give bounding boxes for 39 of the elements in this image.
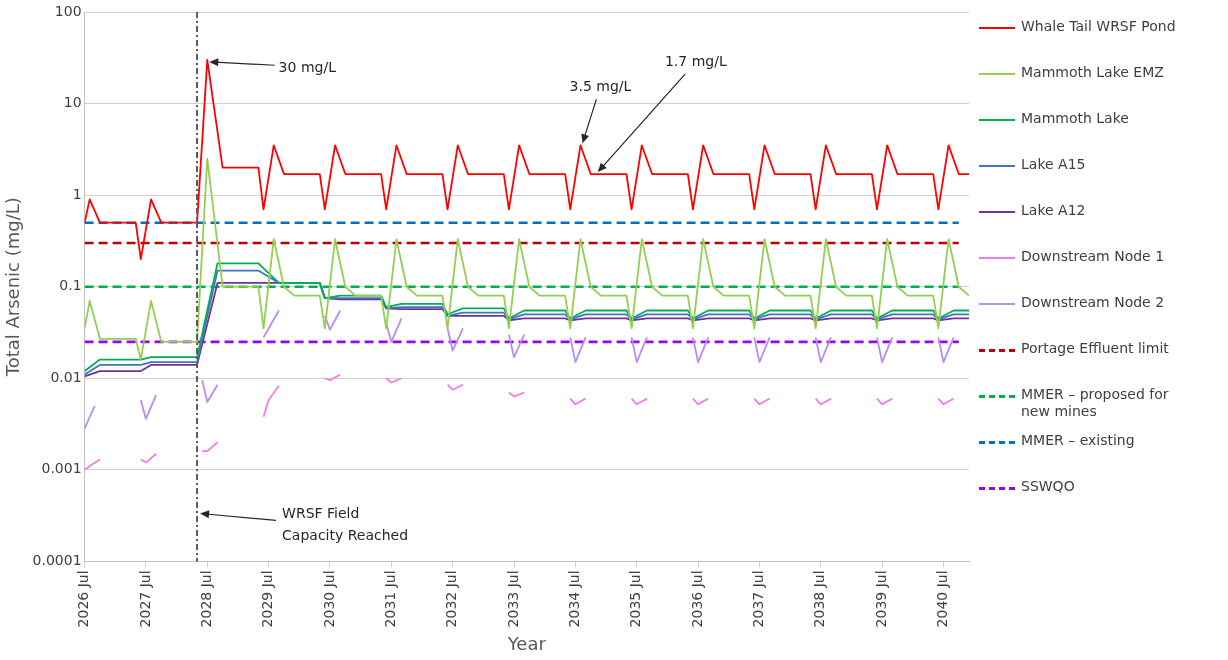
legend-label: Downstream Node 2 (1021, 294, 1166, 311)
legend-label: SSWQO (1021, 478, 1076, 495)
x-tick-label: 2029 Jul (259, 570, 276, 628)
x-tick-label: 2034 Jul (566, 570, 582, 628)
x-tick-label: 2027 Jul (136, 570, 153, 628)
annotation: 30 mg/L (278, 58, 337, 75)
y-tick-label: 0.0001 (32, 552, 82, 569)
x-tick-label: 2037 Jul (750, 570, 767, 628)
legend-label: Whale Tail WRSF Pond (1021, 18, 1177, 35)
x-tick-label: 2035 Jul (627, 570, 644, 628)
x-tick-label: 2040 Jul (934, 570, 951, 628)
x-tick-label: 2028 Jul (197, 570, 214, 628)
legend-label: MMER – existing (1021, 432, 1136, 449)
legend-label: Mammoth Lake EMZ (1021, 64, 1165, 81)
legend-label: Downstream Node 1 (1021, 248, 1166, 265)
y-tick-label: 1 (72, 185, 82, 202)
annotation: 3.5 mg/L (569, 77, 632, 94)
legend-label: Mammoth Lake (1021, 110, 1130, 127)
x-tick-label: 2026 Jul (75, 570, 92, 628)
x-tick-label: 2031 Jul (381, 570, 398, 628)
x-axis-title: Year (506, 632, 547, 654)
ref-line-label: WRSF Field Capacity Reached (282, 505, 409, 544)
y-tick-label: 10 (63, 94, 82, 111)
legend-label: Lake A15 (1021, 156, 1087, 173)
y-axis-title: Total Arsenic (mg/L) (2, 197, 24, 378)
y-tick-label: 0.1 (59, 277, 82, 294)
x-tick-label: 2033 Jul (504, 570, 521, 628)
y-tick-label: 0.01 (50, 368, 82, 385)
y-tick-label: 100 (54, 2, 82, 19)
x-tick-label: 2030 Jul (320, 570, 337, 628)
legend-label: MMER – proposed for new mines (1021, 386, 1170, 420)
legend-label: Lake A12 (1021, 202, 1087, 219)
x-tick-label: 2036 Jul (688, 570, 705, 628)
x-tick-label: 2038 Jul (811, 570, 828, 628)
legend-label: Portage Effluent limit (1021, 340, 1170, 357)
y-tick-label: 0.001 (41, 460, 82, 477)
annotation: 1.7 mg/L (664, 52, 727, 69)
x-tick-label: 2032 Jul (443, 570, 460, 628)
x-tick-label: 2039 Jul (872, 570, 889, 628)
